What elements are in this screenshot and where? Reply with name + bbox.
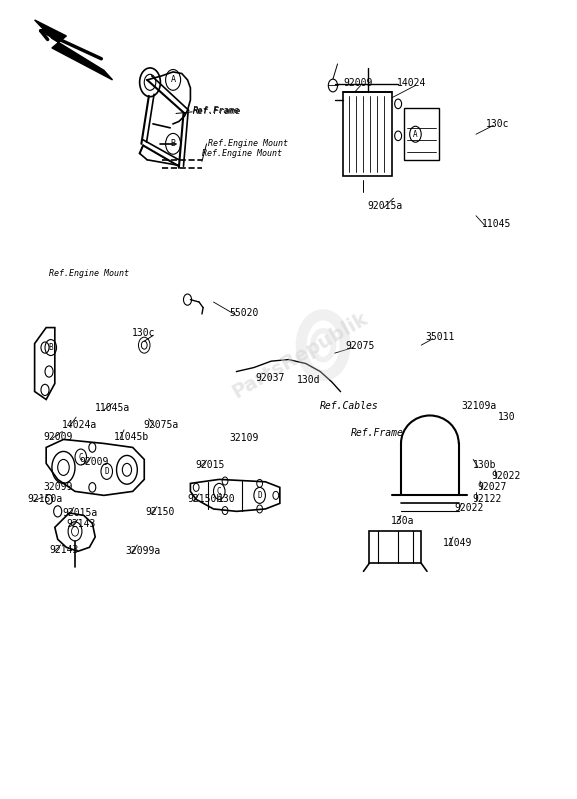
Text: 92022: 92022 [455, 503, 484, 513]
Text: 92150a: 92150a [28, 495, 63, 504]
Text: Ref.Engine Mount: Ref.Engine Mount [208, 139, 288, 149]
Text: 55020: 55020 [230, 308, 259, 318]
Text: 130c: 130c [132, 328, 155, 338]
Text: 14024a: 14024a [62, 420, 98, 430]
Bar [404, 108, 439, 160]
Text: 32099: 32099 [43, 483, 73, 492]
Text: 130: 130 [218, 495, 236, 504]
Text: 130b: 130b [473, 460, 497, 470]
Text: 130c: 130c [486, 119, 509, 129]
Text: Ref.Frame: Ref.Frame [193, 105, 241, 115]
Text: 32109a: 32109a [462, 401, 497, 411]
Text: 92009: 92009 [80, 457, 109, 467]
Text: Ref.Engine Mount: Ref.Engine Mount [49, 268, 129, 278]
Text: 92027: 92027 [478, 483, 507, 492]
Bar [343, 92, 392, 176]
Polygon shape [35, 20, 113, 80]
Text: 92150: 92150 [145, 507, 175, 517]
Text: 92009: 92009 [343, 78, 373, 88]
Text: C: C [217, 487, 222, 496]
Text: 130a: 130a [391, 516, 415, 526]
Text: Ref.Frame: Ref.Frame [193, 107, 242, 117]
Text: 11045a: 11045a [95, 403, 130, 413]
Text: 92022: 92022 [492, 471, 521, 481]
Text: A: A [413, 129, 418, 139]
Text: 92075a: 92075a [143, 420, 178, 430]
Text: 130: 130 [497, 412, 515, 422]
Text: 14024: 14024 [397, 78, 426, 88]
Text: 11045b: 11045b [114, 432, 149, 442]
Text: 32109: 32109 [230, 433, 259, 443]
Text: D: D [104, 467, 109, 476]
Text: 130d: 130d [297, 376, 321, 385]
Text: 92143: 92143 [66, 519, 96, 529]
Text: B: B [171, 139, 175, 149]
Text: Ref.Frame: Ref.Frame [351, 428, 404, 438]
Text: 92015a: 92015a [368, 201, 403, 211]
Text: 11045: 11045 [482, 219, 511, 229]
Text: 92143: 92143 [49, 545, 78, 555]
Text: A: A [171, 75, 175, 85]
Text: Ref.Engine Mount: Ref.Engine Mount [202, 149, 282, 158]
Text: 92015: 92015 [195, 460, 224, 470]
Text: C: C [78, 452, 83, 462]
Text: 92015a: 92015a [62, 508, 98, 518]
Bar [369, 531, 421, 563]
Text: 92150b: 92150b [188, 495, 223, 504]
Text: PartsRepublik: PartsRepublik [229, 309, 371, 402]
Text: 11049: 11049 [443, 539, 473, 548]
Text: 92075: 92075 [345, 341, 374, 351]
Text: D: D [257, 491, 262, 500]
Text: 35011: 35011 [426, 332, 455, 342]
Text: 92037: 92037 [256, 373, 285, 383]
Text: 92122: 92122 [472, 494, 501, 503]
Text: Ref.Cables: Ref.Cables [320, 401, 379, 411]
Text: B: B [48, 343, 53, 352]
Text: 32099a: 32099a [126, 547, 161, 556]
Text: 92009: 92009 [43, 432, 73, 442]
